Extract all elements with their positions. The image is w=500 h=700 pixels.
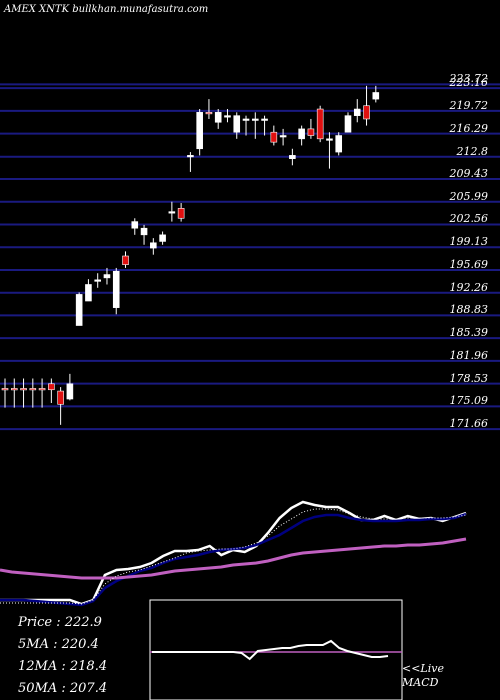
y-tick-label: 223.16 — [449, 76, 489, 90]
y-tick-label: 219.72 — [449, 98, 489, 112]
macd-panel — [149, 599, 403, 700]
ma5-readout: 5MA : 220.4 — [18, 637, 99, 652]
candle-body — [168, 211, 176, 214]
y-tick-label: 192.26 — [449, 280, 489, 294]
y-tick-label: 202.56 — [449, 212, 489, 226]
y-tick-label: 212.8 — [456, 144, 489, 158]
ma50-readout: 50MA : 207.4 — [18, 681, 108, 696]
indicator-lines — [0, 500, 467, 607]
candle-body — [103, 274, 111, 279]
y-tick-label: 178.53 — [449, 371, 489, 385]
candle-body — [177, 208, 185, 219]
y-tick-label: 209.43 — [449, 167, 489, 180]
candlesticks — [1, 85, 380, 425]
macd-lines — [150, 639, 402, 661]
candle-body — [205, 112, 213, 115]
y-tick-label: 205.99 — [449, 189, 489, 203]
candle-body — [344, 115, 352, 133]
candle-body — [316, 108, 324, 140]
candle-body — [196, 112, 203, 150]
y-tick-label: 175.09 — [449, 394, 489, 408]
price-readout: Price : 222.9 — [18, 615, 102, 630]
y-tick-label: 195.69 — [449, 257, 489, 271]
macd-line — [152, 639, 389, 661]
candle-body — [261, 118, 268, 121]
candle-body — [233, 115, 241, 133]
candle-body — [140, 227, 148, 236]
candle-body — [326, 138, 333, 141]
candle-body — [251, 118, 259, 121]
y-tick-label: 216.29 — [449, 121, 489, 135]
candle-body — [279, 135, 287, 138]
candle-body — [75, 294, 83, 326]
candle-body — [187, 155, 194, 158]
candle-body — [289, 155, 296, 159]
candle-body — [38, 388, 46, 391]
y-tick-label: 171.66 — [449, 417, 489, 431]
candle-body — [29, 388, 37, 391]
candle-body — [122, 255, 129, 265]
y-tick-label: 199.13 — [449, 235, 489, 249]
candle-body — [94, 279, 101, 282]
candle-body — [224, 115, 231, 118]
live-macd-link[interactable]: <<Live — [402, 662, 444, 675]
candle-body — [48, 383, 55, 391]
candle-body — [307, 128, 315, 136]
candle-body — [159, 234, 166, 242]
candle-body — [335, 135, 343, 153]
ma_dotted-line — [0, 508, 467, 605]
candle-body — [242, 118, 250, 121]
price-gridlines — [0, 83, 500, 431]
ma_slow-line — [0, 537, 467, 580]
y-tick-label: 181.96 — [449, 348, 489, 362]
candle-body — [298, 128, 305, 140]
candle-body — [57, 390, 64, 405]
candle-body — [372, 92, 380, 100]
candle-body — [214, 112, 222, 123]
macd-label: MACD — [402, 676, 439, 689]
candle-body — [85, 284, 92, 302]
candle-body — [1, 388, 9, 391]
y-tick-label: 223.72 — [449, 72, 489, 86]
candle-body — [270, 131, 278, 143]
candle-body — [131, 221, 139, 229]
y-tick-label: 188.83 — [449, 303, 489, 317]
candle-body — [353, 108, 361, 116]
chart-title: AMEX XNTK bullkhan.munafasutra.com — [4, 4, 209, 15]
ma12-readout: 12MA : 218.4 — [18, 659, 108, 674]
candle-body — [10, 388, 18, 391]
candle-body — [150, 242, 157, 249]
price-line — [0, 500, 467, 606]
y-tick-label: 185.39 — [449, 326, 489, 340]
ma_fast-line — [0, 512, 467, 607]
candle-body — [363, 105, 370, 120]
candle-body — [66, 383, 74, 400]
candle-body — [112, 270, 120, 308]
candle-body — [20, 388, 27, 391]
